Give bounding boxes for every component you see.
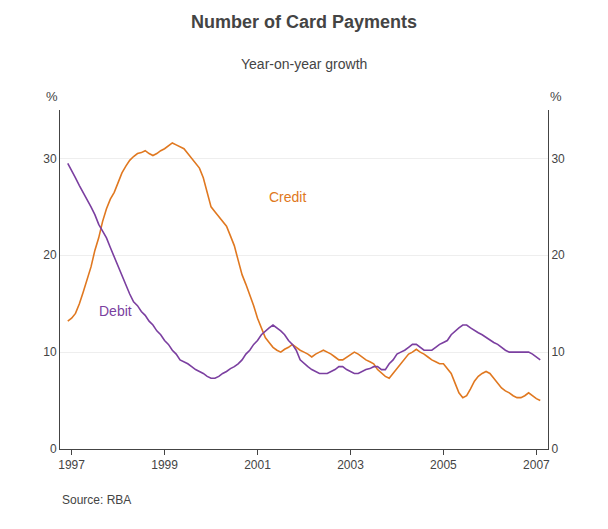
svg-text:2005: 2005	[430, 458, 457, 472]
svg-text:%: %	[550, 89, 562, 104]
svg-text:1997: 1997	[58, 458, 85, 472]
svg-text:10: 10	[43, 345, 57, 359]
svg-text:Number of Card Payments: Number of Card Payments	[191, 12, 417, 32]
svg-text:Source: RBA: Source: RBA	[62, 493, 131, 507]
svg-text:0: 0	[50, 442, 57, 456]
svg-text:2003: 2003	[337, 458, 364, 472]
svg-text:20: 20	[43, 248, 57, 262]
svg-text:20: 20	[551, 248, 565, 262]
svg-text:Year-on-year growth: Year-on-year growth	[241, 56, 367, 72]
svg-text:%: %	[46, 89, 58, 104]
svg-text:Credit: Credit	[269, 189, 306, 205]
svg-text:30: 30	[551, 152, 565, 166]
svg-text:Debit: Debit	[99, 303, 132, 319]
svg-text:30: 30	[43, 152, 57, 166]
svg-text:1999: 1999	[151, 458, 178, 472]
svg-text:0: 0	[551, 442, 558, 456]
svg-text:2007: 2007	[523, 458, 550, 472]
svg-text:2001: 2001	[244, 458, 271, 472]
svg-text:10: 10	[551, 345, 565, 359]
